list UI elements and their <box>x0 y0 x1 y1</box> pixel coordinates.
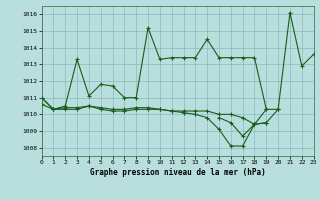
X-axis label: Graphe pression niveau de la mer (hPa): Graphe pression niveau de la mer (hPa) <box>90 168 266 177</box>
